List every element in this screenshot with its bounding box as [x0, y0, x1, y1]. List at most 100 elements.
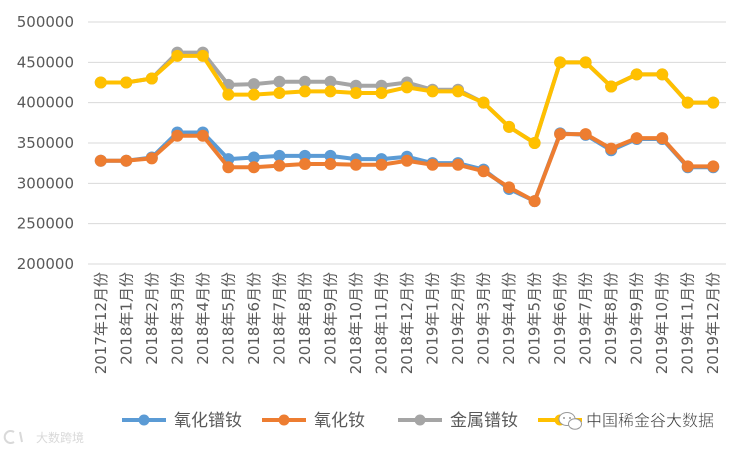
data-point	[120, 154, 133, 167]
data-point	[681, 96, 694, 109]
data-point	[426, 158, 439, 171]
x-tick-label: 2019年12月份	[704, 272, 722, 374]
x-tick-label: 2019年10月份	[653, 272, 671, 374]
data-point	[452, 85, 465, 98]
data-point	[707, 96, 720, 109]
x-tick-label: 2019年11月份	[679, 272, 697, 374]
legend: 氧化镨钕 氧化钕 金属镨钕	[122, 411, 582, 431]
data-point	[273, 86, 286, 99]
data-point	[554, 56, 567, 69]
x-tick-label: 2017年12月份	[92, 272, 110, 374]
data-point	[222, 88, 235, 101]
data-point	[120, 76, 133, 89]
data-point	[222, 161, 235, 174]
data-point	[298, 85, 311, 98]
x-tick-label: 2018年2月份	[143, 272, 161, 365]
legend-label: 氧化钕	[314, 411, 365, 431]
legend-swatch-marker	[138, 414, 150, 426]
data-point	[145, 152, 158, 165]
legend-swatch-marker	[414, 414, 426, 426]
data-point	[196, 49, 209, 62]
data-point	[94, 154, 107, 167]
y-tick-label: 300000	[17, 174, 74, 192]
x-tick-label: 2019年4月份	[500, 272, 518, 365]
x-tick-label: 2019年6月份	[551, 272, 569, 365]
y-tick-label: 400000	[17, 94, 74, 112]
data-point	[401, 81, 413, 94]
watermark-logo-icon	[3, 430, 23, 444]
x-tick-label: 2019年5月份	[526, 272, 544, 365]
x-tick-label: 2018年11月份	[372, 272, 390, 374]
legend-label: 金属镨钕	[450, 411, 518, 431]
x-tick-label: 2018年5月份	[219, 272, 237, 365]
x-axis-tick-labels: 2017年12月份 2018年1月份 2018年2月份 2018年3月份 2018年4月…	[92, 272, 722, 374]
x-tick-label: 2018年10月份	[347, 272, 365, 374]
data-point	[145, 72, 158, 85]
data-point	[349, 158, 362, 171]
data-point	[579, 56, 592, 69]
data-point	[324, 157, 337, 170]
x-tick-label: 2019年7月份	[577, 272, 595, 365]
data-point	[349, 86, 362, 99]
x-tick-label: 2018年9月份	[321, 272, 339, 365]
data-point	[681, 160, 694, 173]
data-point	[656, 132, 669, 145]
wechat-icon	[558, 412, 582, 430]
y-tick-label: 350000	[17, 134, 74, 152]
data-point	[375, 86, 388, 99]
x-tick-label: 2019年9月份	[628, 272, 646, 365]
data-point	[503, 181, 516, 194]
watermark-left: 大数跨境	[3, 430, 84, 445]
x-tick-label: 2018年4月份	[194, 272, 212, 365]
data-point	[477, 165, 490, 178]
data-point	[171, 49, 184, 62]
data-point	[273, 159, 286, 172]
x-tick-label: 2018年6月份	[245, 272, 263, 365]
series-lines	[94, 46, 720, 208]
data-point	[171, 129, 184, 142]
data-point	[452, 158, 465, 171]
data-point	[630, 68, 643, 81]
x-tick-label: 2018年3月份	[168, 272, 186, 365]
data-point	[477, 96, 490, 109]
gridlines	[88, 21, 726, 265]
data-point	[605, 80, 618, 93]
y-tick-label: 500000	[17, 13, 74, 31]
data-point	[375, 158, 388, 171]
y-axis-tick-labels: 500000 450000 400000 350000 300000 250000 2000…	[17, 13, 74, 273]
data-point	[426, 85, 439, 98]
data-point	[554, 128, 567, 141]
watermark-right-text: 中国稀金谷大数据	[586, 411, 714, 430]
data-point	[707, 160, 720, 173]
data-point	[579, 128, 592, 141]
x-tick-label: 2018年12月份	[398, 272, 416, 374]
x-tick-label: 2018年8月份	[296, 272, 314, 365]
data-point	[247, 88, 260, 101]
y-tick-label: 450000	[17, 53, 74, 71]
watermark-right: 中国稀金谷大数据	[558, 411, 714, 430]
data-point	[273, 75, 286, 88]
data-point	[247, 161, 260, 174]
y-tick-label: 250000	[17, 215, 74, 233]
legend-label: 氧化镨钕	[174, 411, 242, 431]
legend-item: 氧化钕	[262, 411, 365, 431]
x-tick-label: 2019年3月份	[475, 272, 493, 365]
data-point	[401, 154, 413, 167]
data-point	[94, 76, 107, 89]
x-tick-label: 2018年7月份	[270, 272, 288, 365]
data-point	[528, 195, 541, 208]
series-3	[94, 49, 720, 149]
data-point	[247, 78, 260, 91]
legend-item: 金属镨钕	[398, 411, 518, 431]
y-tick-label: 200000	[17, 255, 74, 273]
data-point	[298, 157, 311, 170]
x-tick-label: 2019年8月份	[602, 272, 620, 365]
x-tick-label: 2019年2月份	[449, 272, 467, 365]
x-tick-label: 2019年1月份	[424, 272, 442, 365]
series-1	[94, 128, 720, 208]
data-point	[605, 142, 618, 155]
data-point	[630, 132, 643, 145]
